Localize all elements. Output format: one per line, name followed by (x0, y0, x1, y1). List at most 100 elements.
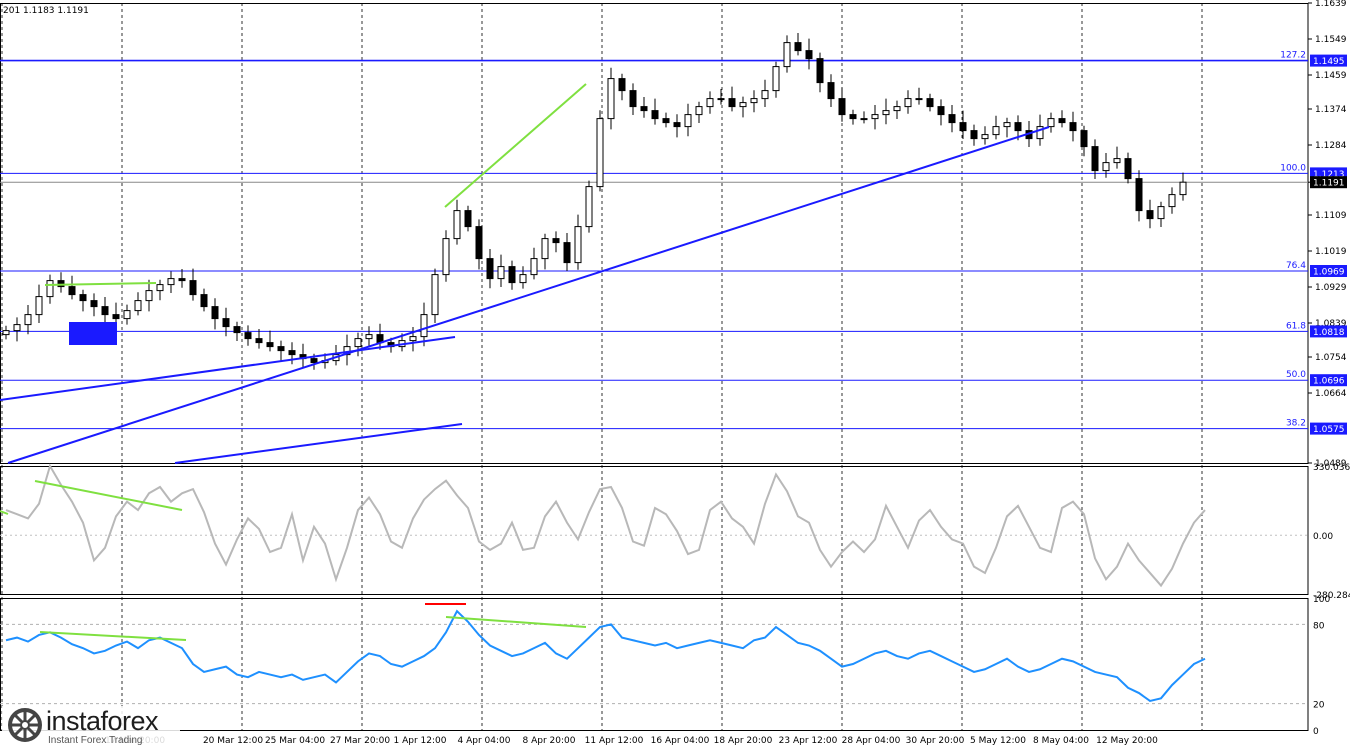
candle-body (189, 280, 197, 296)
candle-body (1014, 122, 1022, 132)
candle-body (651, 110, 659, 120)
price-tick-label: 1.1549 (1315, 35, 1347, 45)
divergence-price-2 (44, 282, 157, 286)
candle-body (1036, 126, 1044, 140)
candle-body (904, 98, 912, 108)
time-label: 23 Apr 12:00 (779, 736, 838, 746)
cci-line (5, 463, 1206, 588)
candle-body (827, 82, 835, 100)
fib-price-tag (1310, 374, 1347, 387)
candle-body (519, 274, 527, 284)
time-label: 30 Apr 20:00 (906, 736, 965, 746)
candle-body (970, 130, 978, 140)
candle-body (1135, 178, 1143, 212)
candle-body (1168, 194, 1176, 208)
candle-body (420, 314, 428, 338)
candle-body (915, 98, 923, 101)
candle-body (1113, 158, 1121, 164)
candle-body (563, 242, 571, 264)
time-label: 12 May 20:00 (1096, 736, 1158, 746)
candle-body (409, 336, 417, 342)
time-label: 16 Apr 04:00 (651, 736, 710, 746)
candle-body (662, 118, 670, 124)
candle-body (453, 210, 461, 240)
fib-price-tag (1310, 325, 1347, 338)
time-label: 18 Apr 20:00 (714, 736, 773, 746)
current-price-tag (1310, 176, 1347, 189)
candle-body (134, 300, 142, 312)
candle-body (112, 314, 120, 320)
candle-body (167, 278, 175, 286)
candle-body (101, 306, 109, 316)
candle-body (277, 346, 285, 352)
candle-body (365, 334, 373, 340)
candle-body (1047, 118, 1055, 128)
rsi-tick-label: 80 (1313, 621, 1325, 631)
candle-body (442, 238, 450, 276)
candle-body (79, 294, 87, 302)
time-label: 4 Apr 04:00 (458, 736, 511, 746)
candle-body (618, 78, 626, 92)
rsi-tick-label: 0 (1313, 727, 1319, 737)
fib-label: 100.0 (1280, 163, 1306, 173)
rsi-line (5, 609, 1206, 703)
candle-body (1179, 181, 1187, 196)
pane-frame-0 (0, 3, 1309, 464)
candle-body (90, 300, 98, 308)
candle-body (629, 90, 637, 108)
candle-body (871, 114, 879, 120)
trendline-lower (0, 336, 456, 401)
candle-body (68, 286, 76, 296)
cci-tick-label: 0.00 (1313, 532, 1333, 542)
candle-body (772, 66, 780, 92)
candle-body (1146, 210, 1154, 220)
candle-body (541, 238, 549, 260)
time-label: 8 Apr 20:00 (523, 736, 576, 746)
cci-tick-label: 330.0361 (1313, 463, 1350, 473)
time-label: 25 Mar 04:00 (265, 736, 325, 746)
demand-zone (69, 322, 117, 345)
price-tick-label: 1.0754 (1315, 353, 1347, 363)
watermark-brand: instaforex (46, 706, 159, 736)
fib-price-tag (1310, 54, 1347, 67)
fib-label: 38.2 (1286, 419, 1306, 429)
candle-body (992, 126, 1000, 136)
candle-body (607, 78, 615, 120)
trendline-main (7, 126, 1050, 464)
ohlc-readout: 201 1.1183 1.1191 (3, 6, 89, 16)
candle-body (816, 58, 824, 84)
candle-body (145, 290, 153, 302)
time-label: 5 May 12:00 (970, 736, 1026, 746)
fib-price-tag-label: 1.1495 (1313, 57, 1345, 67)
candle-body (354, 338, 362, 348)
candle-body (1003, 122, 1011, 128)
price-tick-label: 1.1639 (1315, 0, 1347, 9)
candle-body (574, 226, 582, 264)
candle-body (805, 50, 813, 60)
candle-body (552, 238, 560, 244)
candle-body (211, 306, 219, 320)
fib-price-tag-label: 1.0969 (1313, 268, 1345, 278)
candle-body (222, 318, 230, 328)
candle-body (849, 114, 857, 120)
candle-body (596, 118, 604, 188)
candle-body (46, 280, 54, 298)
candle-body (233, 326, 241, 334)
divergence-price-1 (444, 83, 587, 208)
candle-body (431, 274, 439, 316)
candle-body (464, 210, 472, 228)
candle-body (1157, 206, 1165, 220)
candle-body (959, 122, 967, 132)
fib-label: 76.4 (1286, 261, 1306, 271)
instaforex-logo-icon (8, 708, 42, 742)
price-tick-label: 1.0839 (1315, 319, 1347, 329)
candle-body (1080, 130, 1088, 148)
time-label: 8 May 04:00 (1033, 736, 1089, 746)
candle-body (497, 266, 505, 280)
candle-body (893, 106, 901, 112)
candle-body (937, 106, 945, 116)
divergence-rsi-1 (39, 631, 187, 641)
candle-body (508, 266, 516, 284)
divergence-rsi-2 (445, 616, 587, 628)
